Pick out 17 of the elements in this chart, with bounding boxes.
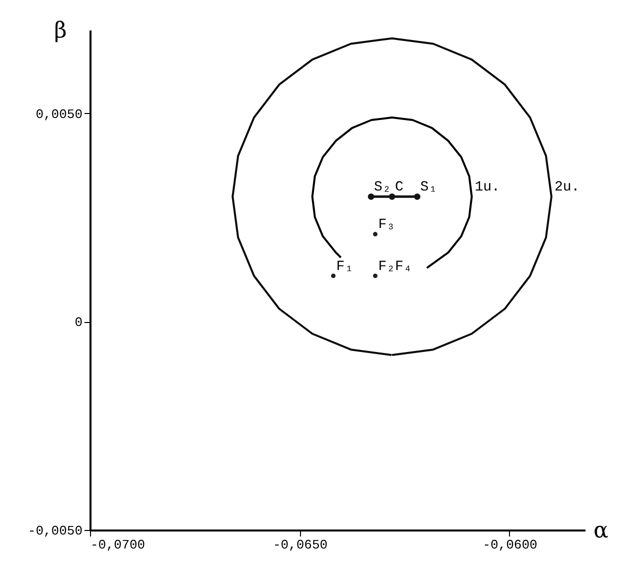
annotation: S₁ — [420, 180, 438, 196]
annotation: 1u. — [474, 180, 500, 196]
line-series — [232, 37, 552, 356]
y-tick-label: 0,0050 — [36, 106, 82, 122]
x-tick-label: -0,0650 — [272, 538, 328, 552]
y-tick-label: 0 — [74, 315, 82, 330]
annotation: 2u. — [554, 180, 580, 196]
annotation: F₂F₄ — [378, 258, 412, 275]
annotation: F₃ — [378, 217, 396, 234]
x-axis-title: α — [594, 518, 608, 544]
y-axis-title: β — [54, 18, 67, 44]
annotation: S₂ — [374, 180, 391, 196]
y-tick-label: -0,0050 — [28, 524, 82, 538]
x-tick-label: -0,0600 — [482, 538, 538, 552]
annotation: C — [395, 180, 404, 196]
annotation: F₁ — [336, 258, 354, 275]
x-tick-label: -0,0700 — [90, 538, 146, 552]
